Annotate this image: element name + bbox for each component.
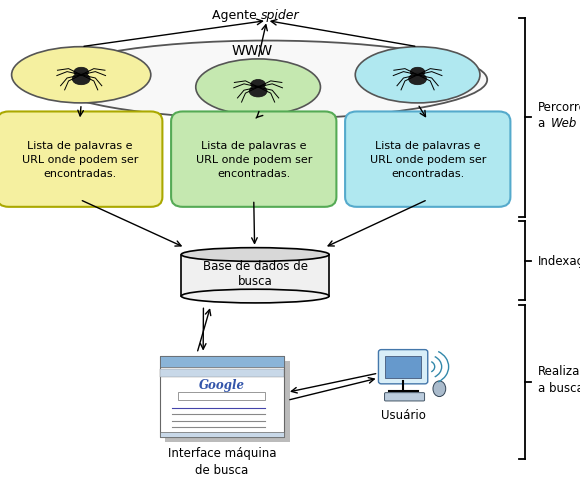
Text: spider: spider [261,9,300,22]
Ellipse shape [181,289,329,303]
Text: Web: Web [550,117,577,130]
Ellipse shape [433,381,445,397]
Text: Google: Google [199,378,245,391]
FancyBboxPatch shape [0,112,162,207]
Ellipse shape [72,74,90,85]
Text: Indexação: Indexação [538,255,580,267]
Bar [178,392,266,401]
FancyBboxPatch shape [345,112,510,207]
Ellipse shape [181,248,329,262]
Bar [160,356,284,367]
FancyBboxPatch shape [171,112,336,207]
Ellipse shape [251,81,266,90]
Ellipse shape [355,48,480,104]
Bar [181,255,329,296]
Bar [165,361,290,442]
Text: Realizando: Realizando [538,365,580,378]
Ellipse shape [249,86,267,98]
Text: Percorrendo: Percorrendo [538,101,580,114]
Bar [160,356,284,437]
Ellipse shape [74,68,89,78]
Text: Lista de palavras e
URL onde podem ser
encontradas.: Lista de palavras e URL onde podem ser e… [195,141,312,179]
FancyBboxPatch shape [385,393,425,401]
Text: Base de dados de
busca: Base de dados de busca [202,259,308,287]
Text: Lista de palavras e
URL onde podem ser
encontradas.: Lista de palavras e URL onde podem ser e… [21,141,138,179]
Ellipse shape [410,68,425,78]
Bar [385,356,421,379]
Ellipse shape [46,41,487,120]
Text: Interface máquina
de busca: Interface máquina de busca [168,447,276,476]
Bar [160,432,284,437]
Ellipse shape [196,60,321,116]
Ellipse shape [409,74,426,85]
Bar [160,369,284,378]
FancyBboxPatch shape [378,350,427,384]
Text: a busca: a busca [538,381,580,394]
Text: a: a [538,117,549,130]
Text: Usuário: Usuário [380,408,426,422]
Text: WWW: WWW [231,44,273,58]
Text: Lista de palavras e
URL onde podem ser
encontradas.: Lista de palavras e URL onde podem ser e… [369,141,486,179]
Text: Agente: Agente [212,9,261,22]
Ellipse shape [12,48,151,104]
